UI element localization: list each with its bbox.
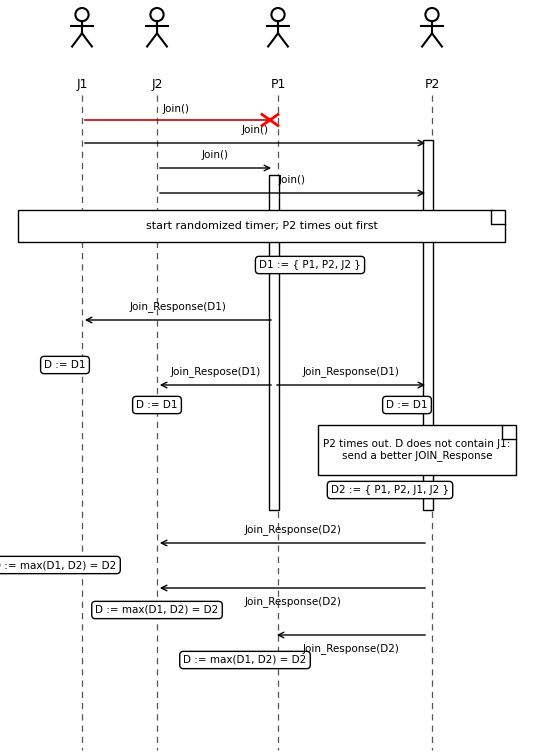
Text: J1: J1 (76, 78, 88, 91)
Text: D := D1: D := D1 (44, 360, 86, 370)
Polygon shape (18, 210, 505, 242)
Text: D := max(D1, D2) = D2: D := max(D1, D2) = D2 (183, 655, 307, 665)
Text: Join(): Join() (202, 150, 229, 160)
Bar (423, 140, 433, 510)
Text: Join_Response(D2): Join_Response(D2) (244, 524, 341, 535)
Text: Join(): Join() (279, 175, 306, 185)
Text: D2 := { P1, P2, J1, J2 }: D2 := { P1, P2, J1, J2 } (331, 485, 449, 495)
Text: Join_Response(D1): Join_Response(D1) (130, 301, 226, 312)
Text: D := max(D1, D2) = D2: D := max(D1, D2) = D2 (0, 560, 116, 570)
Text: Join_Response(D1): Join_Response(D1) (303, 366, 399, 377)
Text: Join(): Join() (241, 125, 269, 135)
Text: J2: J2 (151, 78, 163, 91)
Text: Join(): Join() (162, 104, 190, 114)
Text: D := max(D1, D2) = D2: D := max(D1, D2) = D2 (96, 605, 218, 615)
Text: D := D1: D := D1 (136, 400, 178, 410)
Text: D := D1: D := D1 (386, 400, 428, 410)
Bar (269, 175, 279, 510)
Text: D1 := { P1, P2, J2 }: D1 := { P1, P2, J2 } (259, 260, 361, 270)
Text: P2 times out. D does not contain J1:
send a better JOIN_Response: P2 times out. D does not contain J1: sen… (323, 439, 511, 461)
Text: start randomized timer; P2 times out first: start randomized timer; P2 times out fir… (146, 221, 378, 231)
Polygon shape (318, 425, 516, 475)
Text: P1: P1 (270, 78, 286, 91)
Text: Join_Respose(D1): Join_Respose(D1) (170, 366, 261, 377)
Text: Join_Response(D2): Join_Response(D2) (244, 596, 341, 607)
Text: P2: P2 (425, 78, 439, 91)
Text: Join_Response(D2): Join_Response(D2) (303, 643, 399, 654)
